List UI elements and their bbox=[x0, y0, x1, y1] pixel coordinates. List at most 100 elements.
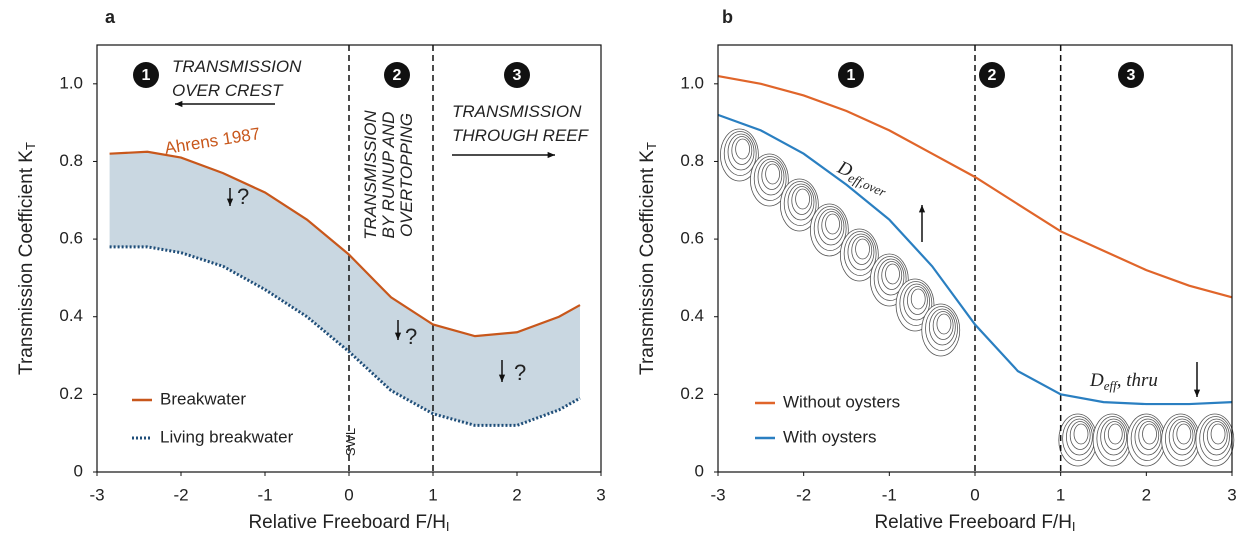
arrow-head bbox=[394, 332, 402, 340]
x-tick-label: 0 bbox=[970, 485, 979, 504]
arrow-head bbox=[226, 198, 234, 206]
arrow-head bbox=[547, 151, 555, 159]
y-tick-label: 1.0 bbox=[59, 73, 83, 92]
annotation-part: OVER CREST bbox=[172, 81, 284, 100]
panel-label: b bbox=[722, 7, 733, 27]
region-label: 3 bbox=[513, 67, 522, 84]
oyster-icon bbox=[1073, 423, 1089, 445]
region-label: 3 bbox=[1127, 67, 1136, 84]
region-badge bbox=[979, 62, 1005, 88]
oyster-icon bbox=[1069, 421, 1091, 450]
annotation: TRANSMISSION bbox=[172, 57, 302, 76]
oyster-icon bbox=[877, 258, 905, 296]
x-tick-label: -2 bbox=[796, 485, 811, 504]
region-label: 2 bbox=[988, 67, 997, 84]
oyster-icon bbox=[787, 183, 815, 221]
oyster-icon bbox=[765, 163, 780, 185]
y-tick-label: 0.4 bbox=[680, 306, 704, 325]
annotation-part: eff,over bbox=[846, 170, 889, 200]
oyster-icon bbox=[1107, 423, 1123, 445]
annotation-part: THROUGH REEF bbox=[452, 126, 590, 145]
x-tick-label: -1 bbox=[257, 485, 272, 504]
legend-label: With oysters bbox=[783, 427, 877, 446]
x-axis-label-text: Relative Freeboard F/H bbox=[874, 512, 1071, 533]
series-line bbox=[109, 150, 581, 338]
annotation: BY RUNUP AND bbox=[379, 112, 398, 239]
arrow-head bbox=[1193, 389, 1201, 397]
oyster-icon bbox=[795, 188, 810, 210]
oyster-icon bbox=[761, 161, 783, 190]
oyster-icon bbox=[1203, 418, 1230, 456]
x-tick-label: -3 bbox=[710, 485, 725, 504]
x-axis-label: Relative Freeboard F/HI bbox=[248, 512, 449, 534]
annotation-part: BY RUNUP AND bbox=[379, 112, 398, 239]
oyster-icon bbox=[821, 211, 843, 240]
y-axis-label: Transmission Coefficient KT bbox=[16, 142, 38, 375]
x-axis-label-text: Relative Freeboard F/H bbox=[248, 512, 445, 533]
oyster-icon bbox=[1104, 421, 1125, 450]
oyster-icon bbox=[899, 281, 933, 326]
panel-label: a bbox=[105, 7, 116, 27]
region-badge bbox=[504, 62, 530, 88]
annotation: TRANSMISSION bbox=[452, 102, 582, 121]
oyster-icon bbox=[791, 186, 813, 215]
legend-label: Without oysters bbox=[783, 392, 900, 411]
oyster-icon bbox=[817, 208, 845, 246]
oyster-icon bbox=[855, 238, 870, 260]
arrow-head bbox=[175, 100, 183, 108]
oyster-icon bbox=[907, 286, 928, 315]
oyster-icon bbox=[753, 156, 787, 201]
x-tick-label: -3 bbox=[89, 485, 104, 504]
y-tick-label: 0.2 bbox=[680, 384, 704, 403]
series-line bbox=[717, 113, 1233, 406]
oyster-icon bbox=[936, 313, 952, 335]
x-axis-label-sub: I bbox=[1072, 519, 1076, 534]
oyster-icon bbox=[928, 308, 956, 346]
y-tick-label: 0.8 bbox=[680, 151, 704, 170]
annotation: Deff,over bbox=[833, 157, 892, 200]
legend-label: Breakwater bbox=[160, 389, 246, 408]
x-axis-label: Relative Freeboard F/HI bbox=[874, 512, 1075, 534]
oyster-icon bbox=[1210, 423, 1226, 445]
series-line bbox=[109, 245, 581, 427]
annotation: Deff, thru bbox=[1089, 370, 1158, 393]
oyster-icon bbox=[925, 306, 958, 351]
x-tick-label: 1 bbox=[1056, 485, 1065, 504]
annotation-part: ? bbox=[237, 184, 249, 209]
oyster-icon bbox=[873, 256, 907, 301]
oyster-icon bbox=[1172, 421, 1194, 450]
y-tick-label: 0.4 bbox=[59, 306, 83, 325]
oyster-icon bbox=[813, 206, 847, 251]
oyster-icon bbox=[735, 138, 751, 160]
oyster-icon bbox=[910, 288, 926, 310]
y-axis-label-sub: T bbox=[23, 142, 38, 150]
y-tick-label: 0.2 bbox=[59, 384, 83, 403]
oyster-icon bbox=[1168, 418, 1196, 456]
x-axis-label-sub: I bbox=[446, 519, 450, 534]
x-tick-label: -2 bbox=[173, 485, 188, 504]
oyster-icon bbox=[932, 311, 954, 340]
annotation: ? bbox=[237, 184, 249, 209]
y-axis-label-sub: T bbox=[644, 142, 659, 150]
oyster-icon bbox=[1134, 418, 1162, 456]
region-badge bbox=[384, 62, 410, 88]
oyster-icon bbox=[1138, 421, 1160, 450]
x-tick-label: 2 bbox=[512, 485, 521, 504]
band-fill bbox=[109, 151, 580, 426]
oyster-icon bbox=[723, 131, 757, 176]
oyster-icon bbox=[783, 181, 817, 226]
oyster-icon bbox=[847, 233, 875, 271]
oyster-icon bbox=[903, 283, 931, 321]
oyster-icon bbox=[757, 158, 785, 196]
annotation-part: D bbox=[1089, 370, 1104, 391]
series-line bbox=[717, 74, 1233, 299]
annotation: Ahrens 1987 bbox=[163, 125, 261, 159]
annotation-part: TRANSMISSION bbox=[361, 110, 380, 240]
x-tick-label: 3 bbox=[596, 485, 605, 504]
x-tick-label: 2 bbox=[1142, 485, 1151, 504]
oyster-icon bbox=[1066, 418, 1093, 456]
annotation: SWL bbox=[343, 428, 358, 456]
oyster-icon bbox=[885, 263, 900, 285]
region-label: 2 bbox=[393, 67, 402, 84]
